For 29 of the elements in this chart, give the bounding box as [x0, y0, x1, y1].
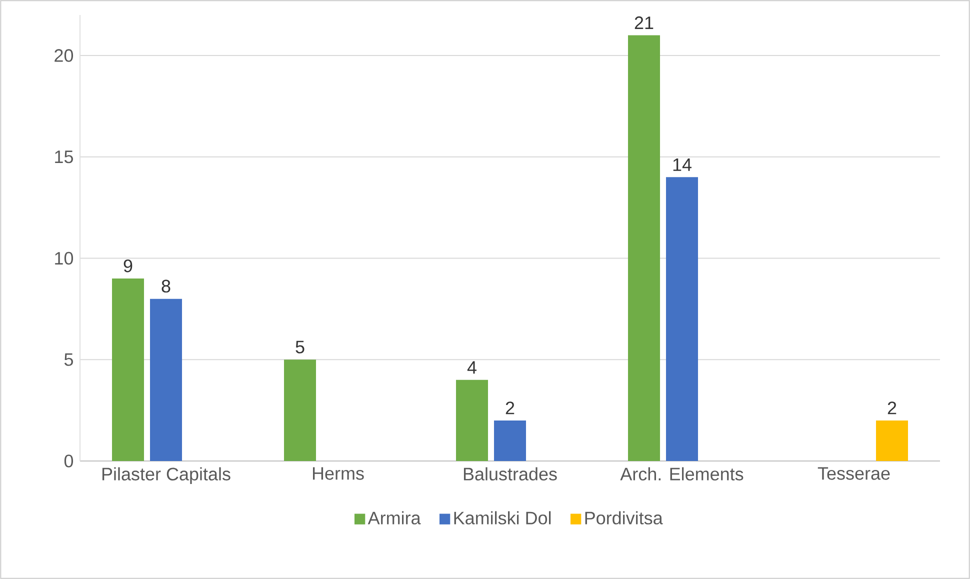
- legend-label: Pordivitsa: [585, 511, 663, 524]
- bar: [494, 420, 526, 461]
- data-label: 21: [634, 16, 654, 30]
- bar: [666, 177, 698, 461]
- bar: [456, 380, 488, 461]
- y-tick-label: 15: [55, 150, 73, 164]
- data-label: 8: [162, 280, 170, 293]
- legend-label: Kamilski Dol: [454, 511, 551, 524]
- y-tick-label: 10: [55, 252, 74, 265]
- data-label: 14: [673, 158, 692, 171]
- x-tick-label: Balustrades: [464, 467, 557, 480]
- data-label: 9: [124, 260, 132, 272]
- bar: [284, 360, 316, 461]
- legend-label: Armira: [368, 511, 421, 524]
- x-tick-label: Pilaster Capitals: [102, 467, 230, 484]
- data-label: 2: [506, 402, 514, 414]
- y-tick-label: 0: [64, 454, 74, 468]
- bar: [112, 278, 144, 461]
- x-tick-label: Arch. Elements: [620, 467, 744, 480]
- x-tick-label: Tesserae: [818, 467, 890, 480]
- y-tick-label: 20: [54, 49, 74, 62]
- data-label: 4: [467, 361, 476, 374]
- data-label: 5: [296, 340, 304, 354]
- bar: [150, 298, 182, 461]
- y-tick-label: 5: [64, 353, 73, 366]
- x-tick-label: Herms: [312, 467, 364, 480]
- bar: [876, 420, 908, 461]
- bar: [628, 35, 660, 461]
- data-label: 2: [888, 402, 896, 414]
